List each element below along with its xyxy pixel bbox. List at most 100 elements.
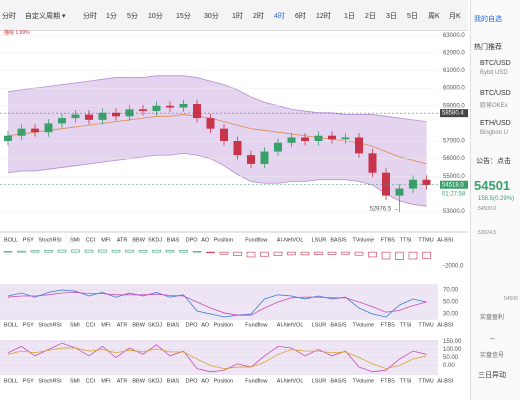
indicator-tab: AI-NetVOL (277, 378, 304, 384)
macd-bar (381, 251, 391, 260)
pair-name[interactable]: BTC/USD (480, 60, 511, 67)
toolbar-item[interactable]: 6时 (295, 13, 306, 20)
price: 54501 (474, 178, 511, 193)
indicator-tab: FTBS (381, 237, 395, 243)
macd-bar (287, 251, 296, 256)
indicator-tab: AI-BSI (437, 237, 453, 243)
low-annotation: 52976.5 → (370, 206, 399, 212)
indicator-tab: TTMU (418, 237, 433, 243)
toolbar-item[interactable]: 分时 (83, 13, 97, 20)
indicator-tab: BIAS (167, 322, 180, 328)
candle-body (85, 114, 93, 120)
indicator-tab: SKDJ (148, 378, 162, 384)
candle-body (58, 118, 66, 124)
candle-body (233, 141, 242, 156)
osc-line (7, 342, 427, 373)
side-hot: 热门推荐 (474, 44, 502, 51)
toolbar-item[interactable]: 10分 (148, 13, 163, 20)
y-tick-label: 55000.0 (443, 174, 465, 180)
macd-bar (273, 251, 283, 256)
toolbar-item[interactable]: 周K (428, 13, 440, 20)
indicator-tab: CCI (86, 237, 96, 243)
y-tick-label: 100.00 (443, 347, 462, 353)
macd-bar (354, 251, 364, 256)
macd-bar (71, 249, 80, 253)
candle-body (98, 112, 107, 120)
indicator-tab: BOLL (4, 322, 18, 328)
indicator-tab: LSUR (312, 322, 327, 328)
indicator-tab: AI-NetVOL (277, 237, 304, 243)
y-tick-label: 30.00 (443, 312, 459, 318)
macd-bar (422, 251, 431, 259)
toolbar-item[interactable]: 1分 (106, 13, 117, 20)
section: 三日异动 (478, 372, 506, 379)
change: 158.5(0.29%) (478, 196, 515, 202)
toolbar-item[interactable]: 15分 (176, 13, 191, 20)
y-tick-label: 70.00 (443, 288, 459, 294)
bollinger-line (7, 75, 427, 123)
toolbar-item[interactable]: 分时 (2, 13, 16, 20)
indicator-tab: SMI (70, 322, 80, 328)
toolbar-item[interactable]: 2时 (253, 13, 264, 20)
indicator-tab: BIAS (167, 378, 180, 384)
side-title[interactable]: 我的自选 (474, 16, 502, 23)
pair-name[interactable]: ETH/USD (480, 120, 511, 127)
macd-bar (395, 251, 404, 260)
indicator-tab: SMI (70, 378, 80, 384)
candle-body (112, 112, 120, 117)
pair-venue: Bybit USD (480, 70, 508, 76)
toolbar-item[interactable]: 12时 (316, 13, 331, 20)
toolbar-item[interactable]: 3日 (386, 13, 397, 20)
indicator-tab: Position (214, 378, 234, 384)
button[interactable]: 实盘盈利 (480, 315, 505, 321)
toolbar-item[interactable]: 2日 (365, 13, 376, 20)
indicator-tab: BASIS (330, 237, 347, 243)
indicator-tab: LSUR (312, 237, 327, 243)
macd-bar (125, 249, 134, 253)
candle-body (71, 114, 80, 119)
candle-body (139, 109, 147, 112)
candle-body (206, 118, 215, 129)
candle-body (260, 151, 269, 164)
indicator-tab: TVolume (352, 378, 374, 384)
toolbar-item[interactable]: 5日 (407, 13, 418, 20)
y-tick-label: 63000.0 (443, 33, 465, 39)
y-tick-label: 57000.0 (443, 139, 465, 145)
toolbar-item[interactable]: 1时 (232, 13, 243, 20)
candle-body (4, 135, 12, 141)
osc-line (7, 347, 427, 370)
indicator-tab: BASIS (330, 378, 347, 384)
toolbar-item[interactable]: 30分 (204, 13, 219, 20)
toolbar-item[interactable]: 4时 (274, 13, 285, 20)
candle-body (422, 179, 431, 186)
candle-body (301, 137, 309, 141)
price-tag-label: 58580.4 (442, 111, 464, 117)
macd-bar (233, 251, 242, 256)
macd-bar (17, 250, 26, 253)
candle-body (395, 188, 404, 196)
macd-bar (3, 251, 13, 253)
price-tag (440, 109, 468, 118)
indicator-tab: FTBS (381, 378, 395, 384)
side-panel (470, 0, 520, 400)
indicator-tab: ATR (117, 237, 128, 243)
toolbar-item[interactable]: 1日 (344, 13, 355, 20)
pair-name[interactable]: BTC/USD (480, 90, 511, 97)
macd-bar (165, 250, 175, 253)
toolbar-item[interactable]: 自定义周期 ▾ (25, 13, 66, 20)
indicator-tab: MFI (101, 322, 111, 328)
toolbar-item[interactable]: 5分 (127, 13, 138, 20)
toolbar (0, 0, 468, 31)
notice: 公告：点击 (476, 158, 511, 165)
button[interactable]: 实盘信号 (480, 353, 505, 359)
indicator-tab: CCI (86, 322, 96, 328)
indicator-tab: BBW (132, 378, 145, 384)
candle-body (17, 128, 26, 136)
macd-bar (314, 251, 323, 255)
candle-body (31, 128, 39, 133)
bollinger-line (7, 152, 427, 207)
y-tick-label: 60000.0 (443, 86, 465, 92)
toolbar-item[interactable]: 月K (449, 13, 461, 20)
candle-body (193, 104, 201, 119)
